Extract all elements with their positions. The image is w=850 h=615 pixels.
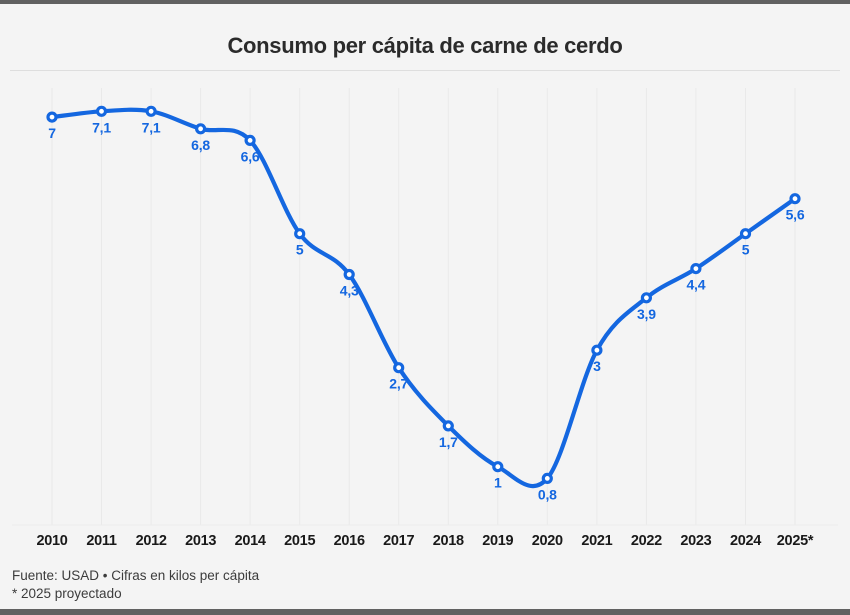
- x-axis-label: 2018: [433, 533, 464, 549]
- value-label: 5: [742, 242, 750, 258]
- series-line: [49, 107, 798, 489]
- data-point: [442, 420, 454, 432]
- data-point: [145, 105, 157, 117]
- value-label: 4,3: [340, 283, 359, 299]
- top-frame-bar: [0, 0, 850, 4]
- projection-note: * 2025 proyectado: [12, 586, 122, 601]
- x-axis-label: 2024: [730, 533, 761, 549]
- value-label: 3: [593, 358, 601, 374]
- chart-footer: Fuente: USAD • Cifras en kilos per cápit…: [12, 567, 259, 603]
- value-label: 5: [296, 242, 304, 258]
- x-axis-label: 2013: [185, 533, 216, 549]
- source-note: Fuente: USAD • Cifras en kilos per cápit…: [12, 568, 260, 583]
- value-label: 1,7: [439, 434, 458, 450]
- value-label: 0,8: [538, 486, 557, 502]
- data-point: [244, 134, 256, 146]
- value-label: 7,1: [142, 119, 161, 135]
- data-point: [739, 228, 752, 240]
- x-axis-label: 2020: [532, 533, 563, 549]
- x-axis-label: 2023: [680, 533, 711, 549]
- x-axis-label: 2010: [36, 533, 67, 549]
- bottom-frame-bar: [0, 609, 850, 615]
- data-point: [541, 472, 553, 484]
- x-axis-label: 2014: [235, 533, 266, 549]
- data-point: [195, 123, 207, 135]
- data-point: [343, 268, 355, 281]
- x-axis-label: 2015: [284, 533, 315, 549]
- x-axis-label: 2016: [334, 533, 365, 549]
- x-axis-label: 2021: [581, 533, 612, 549]
- value-label: 6,6: [241, 148, 260, 164]
- data-point: [591, 344, 603, 356]
- data-point: [294, 228, 306, 240]
- chart-svg: 7 7,1 7,1 6,8 6,6 5 4,3 2,7 1,7 1 0,8 3 3,9 4,4 5 5,6 20…: [36, 88, 815, 549]
- data-point: [640, 292, 653, 304]
- x-axis-label: 2022: [631, 533, 662, 549]
- title-divider: [10, 70, 840, 71]
- value-label: 2,7: [389, 376, 408, 392]
- value-label: 5,6: [786, 207, 805, 223]
- x-axis-label: 2025*: [777, 533, 814, 549]
- x-axis-label: 2019: [482, 533, 513, 549]
- data-point: [95, 105, 108, 117]
- data-point: [492, 461, 504, 473]
- data-point: [393, 362, 405, 374]
- value-label: 1: [494, 475, 502, 491]
- data-point: [690, 263, 702, 275]
- value-label: 4,4: [686, 277, 705, 293]
- value-label: 3,9: [637, 306, 656, 322]
- data-point: [46, 111, 58, 123]
- chart-title: Consumo per cápita de carne de cerdo: [227, 33, 623, 58]
- value-label: 7,1: [92, 119, 111, 135]
- value-label: 7: [48, 125, 56, 141]
- x-axis-label: 2011: [86, 533, 116, 549]
- x-axis-label: 2012: [136, 533, 167, 549]
- x-axis-label: 2017: [383, 533, 414, 549]
- value-label: 6,8: [191, 137, 210, 153]
- data-point: [789, 193, 801, 205]
